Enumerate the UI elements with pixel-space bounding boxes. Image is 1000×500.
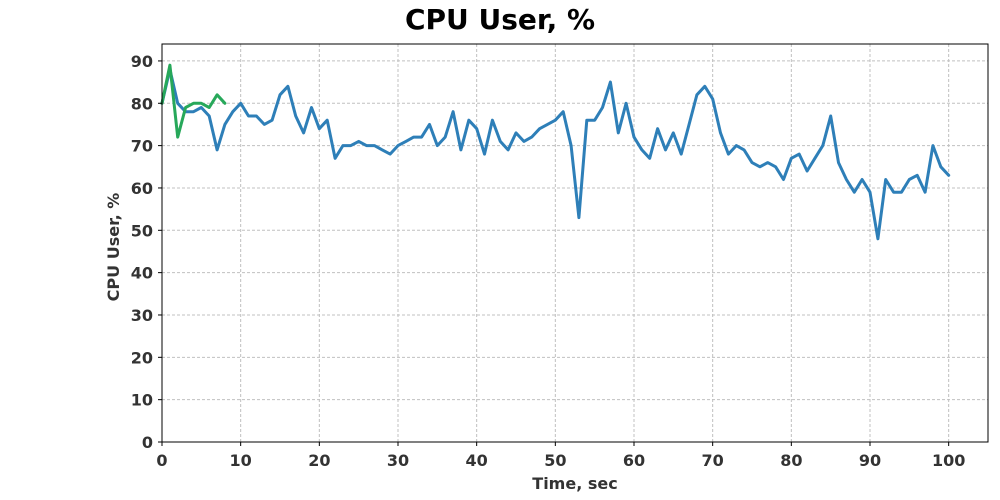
x-tick-label: 10 (230, 451, 252, 470)
x-tick-label: 30 (387, 451, 409, 470)
series-line-2 (160, 63, 227, 139)
x-tick-label: 20 (308, 451, 330, 470)
y-tick-label: 60 (131, 179, 153, 198)
y-tick-label: 0 (142, 433, 153, 452)
x-tick-label: 50 (544, 451, 566, 470)
x-tick-label: 0 (156, 451, 167, 470)
x-tick-label: 40 (466, 451, 488, 470)
y-tick-label: 70 (131, 137, 153, 156)
x-tick-label: 90 (859, 451, 881, 470)
x-tick-label: 100 (932, 451, 965, 470)
y-tick-label: 30 (131, 306, 153, 325)
y-tick-label: 40 (131, 264, 153, 283)
axes: 0 10 20 30 40 50 60 70 80 90 100 0 10 20 30 40 50 60 70 80 9… (131, 52, 966, 470)
y-tick-label: 90 (131, 52, 153, 71)
plot-frame (161, 43, 989, 443)
y-axis-label: CPU User, % (104, 193, 123, 302)
y-tick-label: 50 (131, 221, 153, 240)
grid-lines (162, 44, 988, 442)
series-line-1 (160, 67, 951, 241)
y-tick-label: 20 (131, 348, 153, 367)
y-tick-label: 10 (131, 391, 153, 410)
x-tick-label: 70 (702, 451, 724, 470)
x-tick-label: 60 (623, 451, 645, 470)
x-tick-label: 80 (780, 451, 802, 470)
y-tick-label: 80 (131, 94, 153, 113)
x-axis-label: Time, sec (532, 474, 617, 493)
chart-title: CPU User, % (405, 3, 595, 36)
plot-series (160, 63, 951, 241)
